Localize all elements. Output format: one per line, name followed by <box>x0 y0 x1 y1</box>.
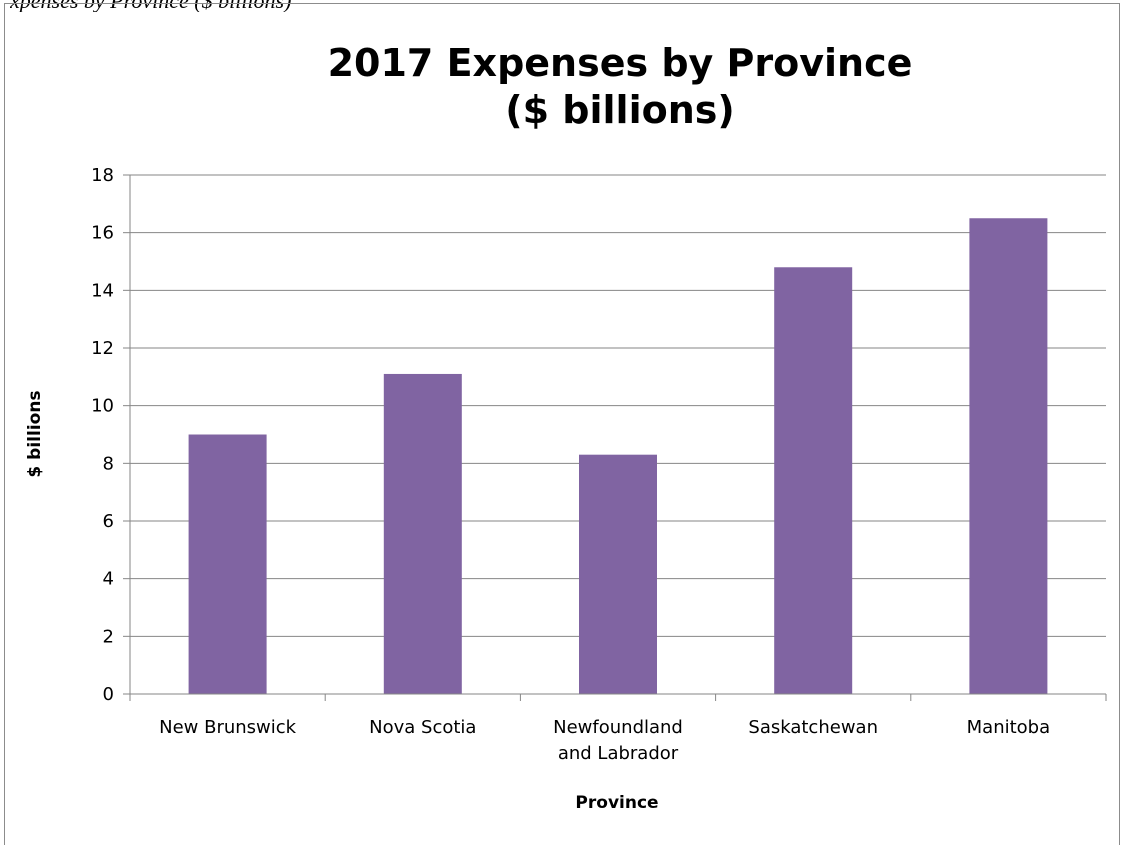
x-tick-label: Nova Scotia <box>369 717 476 738</box>
axes <box>129 175 1107 701</box>
y-tick-label: 2 <box>103 626 114 647</box>
chart-frame <box>4 3 1120 845</box>
bar <box>969 218 1048 694</box>
bar <box>383 373 462 694</box>
chart-title-line-1: 2017 Expenses by Province <box>328 41 913 85</box>
x-axis-title: Province <box>575 793 658 813</box>
y-tick-label: 6 <box>103 511 114 532</box>
x-tick-label: Manitoba <box>967 717 1051 738</box>
bar <box>774 267 853 694</box>
bar <box>579 454 657 694</box>
y-axis-title: $ billions <box>25 390 45 477</box>
bar <box>188 434 267 694</box>
y-tick-label: 0 <box>103 684 114 705</box>
y-tick-label: 4 <box>103 569 114 590</box>
chart-title-line-2: ($ billions) <box>505 88 734 132</box>
y-tick-label: 8 <box>103 453 114 474</box>
y-tick-label: 10 <box>91 396 114 417</box>
x-tick-label: New Brunswick <box>159 717 297 738</box>
y-tick-labels: 0 2 4 6 8 10 12 14 16 18 <box>91 165 114 705</box>
y-tick-label: 12 <box>91 338 114 359</box>
y-tick-label: 18 <box>91 165 114 186</box>
x-tick-label: Newfoundland <box>553 717 683 738</box>
y-tick-label: 16 <box>91 223 114 244</box>
y-tick-label: 14 <box>91 280 114 301</box>
x-tick-label: and Labrador <box>558 743 679 764</box>
x-tick-label: Saskatchewan <box>748 717 878 738</box>
bars <box>188 218 1048 694</box>
x-tick-labels: New Brunswick Nova Scotia Newfoundland and … <box>159 717 1050 764</box>
